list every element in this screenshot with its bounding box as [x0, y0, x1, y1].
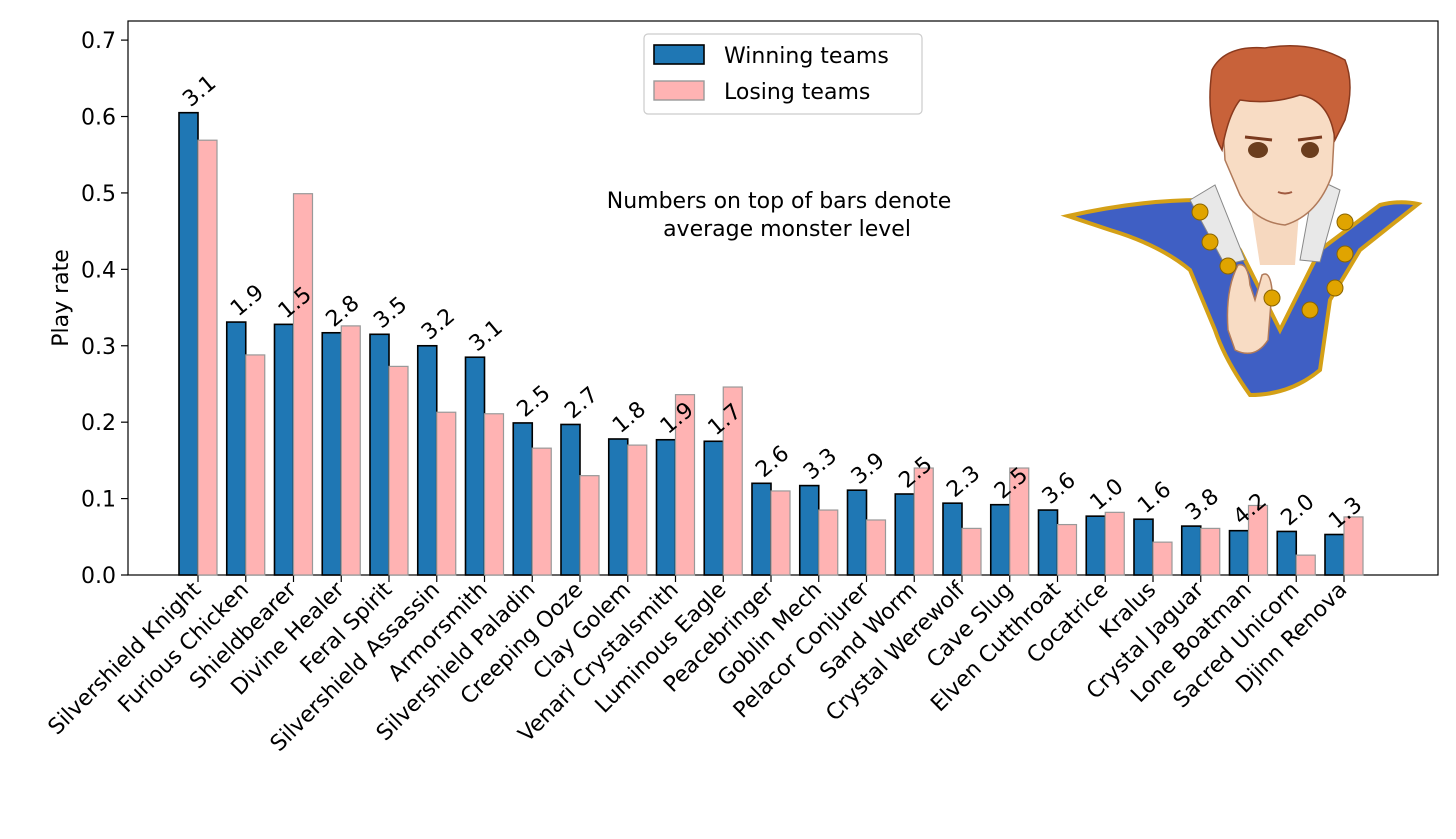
- bar-value-label: 1.9: [226, 280, 269, 322]
- bar-losing: [388, 365, 409, 576]
- bar-losing: [1009, 467, 1030, 576]
- anime-character-portrait: [1060, 44, 1423, 398]
- bar-winning: [1276, 530, 1298, 576]
- bar-value-label: 1.6: [1133, 477, 1176, 519]
- bars: [178, 111, 1364, 576]
- bar-value-label: 3.8: [1181, 484, 1224, 526]
- annotation: Numbers on top of bars denote average mo…: [607, 189, 951, 242]
- bar-value-label: 3.9: [847, 448, 890, 490]
- y-axis: 0.0 0.1 0.2 0.3 0.4 0.5 0.6 0.7: [81, 29, 128, 589]
- bar-value-label: 2.3: [942, 461, 985, 503]
- bar-winning: [1324, 533, 1345, 576]
- bar-value-label: 1.8: [608, 397, 651, 439]
- bar-losing: [1247, 504, 1269, 576]
- bar-winning: [607, 438, 629, 576]
- bar-losing: [913, 467, 934, 576]
- bar-value-label: 2.5: [513, 381, 556, 423]
- legend-swatch-winning: [653, 44, 705, 65]
- bar-winning: [655, 438, 677, 576]
- bar-winning: [1228, 529, 1250, 576]
- bar-value-label: 3.2: [417, 304, 460, 346]
- bar-winning: [273, 323, 295, 576]
- bar-winning: [1180, 525, 1202, 576]
- bar-winning: [464, 356, 486, 576]
- bar-losing: [245, 354, 266, 576]
- bar-winning: [560, 423, 581, 576]
- legend-label-winning: Winning teams: [724, 44, 889, 69]
- bar-value-label: 3.1: [465, 315, 508, 357]
- bar-value-label: 3.1: [178, 71, 221, 113]
- bar-losing: [674, 394, 696, 576]
- legend-label-losing: Losing teams: [724, 80, 870, 105]
- bar-value-label: 3.3: [799, 444, 842, 486]
- y-tick-label: 0.1: [81, 488, 116, 513]
- bar-losing: [1152, 541, 1173, 576]
- bar-value-label: 3.6: [1038, 468, 1081, 510]
- bar-losing: [579, 475, 600, 576]
- y-axis-title: Play rate: [49, 249, 74, 347]
- bar-losing: [292, 193, 314, 576]
- bar-winning: [1085, 515, 1107, 576]
- legend-frame: [643, 33, 923, 115]
- y-tick-label: 0.6: [81, 106, 116, 131]
- bar-value-label: 2.7: [560, 382, 603, 424]
- legend: Winning teams Losing teams: [643, 33, 923, 115]
- bar-losing: [627, 444, 648, 576]
- bar-losing: [340, 325, 361, 576]
- annotation-line-2: average monster level: [663, 217, 911, 242]
- bar-losing: [722, 386, 743, 576]
- bar-winning: [1133, 518, 1154, 576]
- bar-losing: [1343, 516, 1364, 576]
- bar-value-label: 1.0: [1086, 474, 1129, 516]
- bar-winning: [751, 482, 772, 576]
- bar-winning: [1037, 509, 1059, 576]
- bar-winning: [369, 333, 390, 576]
- y-tick-label: 0.4: [81, 258, 116, 283]
- bar-winning: [942, 502, 963, 576]
- bar-losing: [865, 519, 887, 576]
- annotation-line-1: Numbers on top of bars denote: [607, 189, 951, 214]
- y-tick-label: 0.5: [81, 182, 116, 207]
- bar-winning: [416, 344, 438, 576]
- bar-losing: [1056, 523, 1078, 576]
- bar-value-label: 3.5: [369, 292, 412, 334]
- bar-losing: [1200, 527, 1221, 576]
- bar-winning: [321, 331, 343, 576]
- bar-winning: [512, 422, 534, 576]
- bar-winning: [989, 503, 1011, 576]
- bar-winning: [703, 440, 725, 576]
- y-tick-label: 0.2: [81, 411, 116, 436]
- bar-losing: [197, 139, 218, 576]
- bar-winning: [178, 111, 199, 576]
- bar-winning: [894, 493, 916, 576]
- y-tick-label: 0.3: [81, 335, 116, 360]
- bar-losing: [483, 413, 505, 576]
- legend-swatch-losing: [653, 80, 705, 101]
- y-tick-label: 0.7: [81, 29, 116, 54]
- y-tick-label: 0.0: [81, 564, 116, 589]
- bar-losing: [770, 490, 791, 576]
- bar-winning: [225, 321, 247, 576]
- bar-winning: [798, 484, 820, 576]
- bar-losing: [436, 411, 457, 576]
- bar-winning: [846, 489, 868, 576]
- bar-losing: [1104, 511, 1125, 576]
- bar-losing: [818, 509, 839, 576]
- bar-losing: [1295, 554, 1316, 576]
- bar-losing: [961, 527, 982, 576]
- bar-value-label: 2.0: [1277, 489, 1320, 531]
- bar-value-label: 2.6: [751, 441, 794, 483]
- bar-losing: [531, 447, 552, 576]
